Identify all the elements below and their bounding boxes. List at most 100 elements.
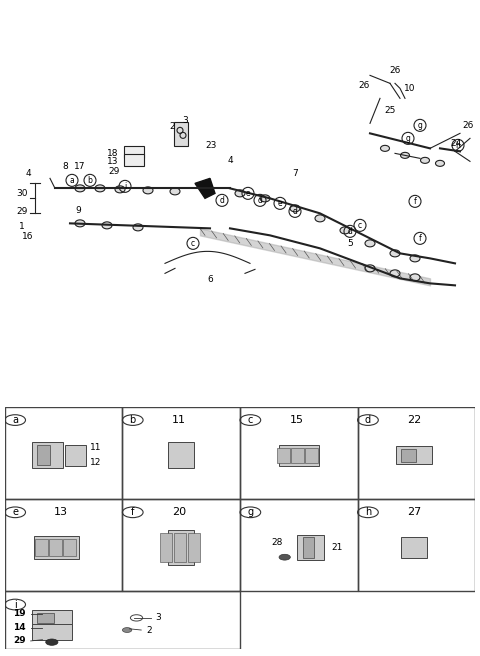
Text: 29: 29 bbox=[108, 167, 120, 176]
Ellipse shape bbox=[75, 220, 85, 227]
FancyBboxPatch shape bbox=[64, 445, 86, 466]
FancyBboxPatch shape bbox=[35, 539, 48, 556]
Text: 11: 11 bbox=[172, 415, 186, 425]
FancyBboxPatch shape bbox=[401, 449, 416, 462]
Text: 12: 12 bbox=[89, 458, 101, 467]
Text: 3: 3 bbox=[156, 613, 161, 623]
Text: a: a bbox=[70, 176, 74, 185]
FancyBboxPatch shape bbox=[49, 539, 62, 556]
Text: c: c bbox=[191, 239, 195, 248]
FancyBboxPatch shape bbox=[32, 610, 72, 626]
Text: 18: 18 bbox=[107, 149, 118, 158]
Ellipse shape bbox=[260, 195, 270, 202]
FancyBboxPatch shape bbox=[159, 533, 172, 562]
Text: c: c bbox=[358, 221, 362, 230]
Text: 20: 20 bbox=[172, 507, 186, 518]
Ellipse shape bbox=[340, 227, 350, 234]
Text: 5: 5 bbox=[347, 239, 353, 249]
Text: 9: 9 bbox=[75, 207, 81, 215]
Text: g: g bbox=[418, 121, 422, 130]
Text: e: e bbox=[278, 199, 282, 208]
FancyBboxPatch shape bbox=[32, 442, 63, 468]
Text: 22: 22 bbox=[407, 415, 421, 425]
FancyBboxPatch shape bbox=[298, 535, 324, 560]
Ellipse shape bbox=[365, 240, 375, 247]
FancyBboxPatch shape bbox=[32, 625, 72, 640]
Polygon shape bbox=[195, 178, 215, 198]
Text: 6: 6 bbox=[207, 276, 213, 284]
Ellipse shape bbox=[390, 250, 400, 257]
FancyBboxPatch shape bbox=[401, 537, 427, 558]
Ellipse shape bbox=[410, 255, 420, 262]
FancyBboxPatch shape bbox=[396, 446, 432, 464]
Text: 8: 8 bbox=[62, 162, 68, 171]
Text: 13: 13 bbox=[107, 157, 118, 166]
Text: b: b bbox=[130, 415, 136, 425]
Text: d: d bbox=[365, 415, 371, 425]
Text: 21: 21 bbox=[332, 543, 343, 552]
Text: a: a bbox=[12, 415, 18, 425]
FancyBboxPatch shape bbox=[174, 533, 186, 562]
Text: 23: 23 bbox=[205, 141, 216, 150]
Text: 30: 30 bbox=[16, 189, 28, 198]
Bar bbox=[240, 499, 358, 591]
Ellipse shape bbox=[290, 205, 300, 212]
Text: 14: 14 bbox=[13, 623, 26, 632]
Bar bbox=[5, 407, 122, 499]
Circle shape bbox=[122, 628, 132, 632]
Text: 29: 29 bbox=[16, 207, 28, 216]
FancyBboxPatch shape bbox=[188, 533, 201, 562]
Text: 26: 26 bbox=[359, 81, 370, 90]
Ellipse shape bbox=[435, 160, 444, 167]
Ellipse shape bbox=[115, 186, 125, 193]
Text: g: g bbox=[406, 134, 410, 143]
FancyBboxPatch shape bbox=[37, 445, 50, 466]
Text: 17: 17 bbox=[74, 162, 86, 171]
Text: f: f bbox=[414, 197, 416, 206]
Text: c: c bbox=[248, 415, 253, 425]
Text: e: e bbox=[12, 507, 18, 518]
Text: 19: 19 bbox=[13, 609, 26, 618]
Text: 28: 28 bbox=[271, 538, 282, 547]
FancyBboxPatch shape bbox=[302, 537, 314, 558]
Text: b: b bbox=[87, 176, 93, 185]
Ellipse shape bbox=[133, 224, 143, 231]
FancyBboxPatch shape bbox=[168, 442, 194, 468]
FancyBboxPatch shape bbox=[37, 613, 54, 623]
FancyBboxPatch shape bbox=[34, 536, 79, 559]
Text: 27: 27 bbox=[407, 507, 421, 518]
Text: 29: 29 bbox=[13, 636, 26, 646]
Text: f: f bbox=[419, 234, 421, 243]
Text: 26: 26 bbox=[389, 66, 401, 75]
Ellipse shape bbox=[75, 185, 85, 192]
Text: 16: 16 bbox=[22, 232, 34, 241]
Circle shape bbox=[46, 639, 58, 646]
Text: 26: 26 bbox=[462, 121, 473, 130]
Text: 4: 4 bbox=[227, 156, 233, 165]
Text: 3: 3 bbox=[182, 116, 188, 125]
Bar bbox=[5, 591, 240, 649]
Text: g: g bbox=[247, 507, 253, 518]
Ellipse shape bbox=[95, 185, 105, 192]
Text: i: i bbox=[14, 600, 16, 609]
Text: 2: 2 bbox=[146, 626, 152, 634]
Ellipse shape bbox=[102, 222, 112, 229]
Text: d: d bbox=[258, 196, 263, 205]
Circle shape bbox=[279, 554, 290, 560]
Ellipse shape bbox=[381, 146, 389, 152]
FancyBboxPatch shape bbox=[124, 146, 144, 158]
Ellipse shape bbox=[235, 190, 245, 197]
Text: d: d bbox=[348, 227, 352, 236]
Text: 11: 11 bbox=[89, 443, 101, 453]
Ellipse shape bbox=[365, 265, 375, 272]
FancyBboxPatch shape bbox=[124, 154, 144, 167]
Ellipse shape bbox=[410, 274, 420, 281]
Text: 24: 24 bbox=[450, 139, 461, 148]
Text: 25: 25 bbox=[384, 106, 396, 115]
Ellipse shape bbox=[170, 188, 180, 195]
FancyBboxPatch shape bbox=[278, 445, 319, 466]
FancyBboxPatch shape bbox=[291, 448, 304, 462]
Ellipse shape bbox=[315, 215, 325, 222]
Text: 13: 13 bbox=[54, 507, 68, 518]
Text: d: d bbox=[219, 196, 225, 205]
